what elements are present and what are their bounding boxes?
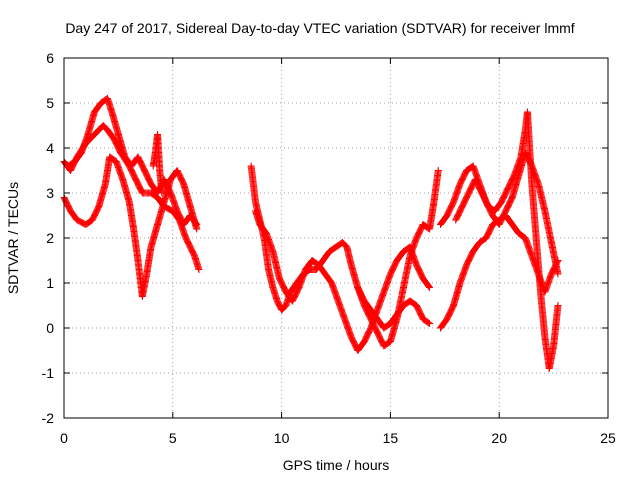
data-point [553, 258, 561, 266]
grid-lines [64, 58, 608, 418]
y-tick-label: 6 [46, 50, 54, 66]
data-point [195, 266, 203, 273]
data-series [60, 95, 562, 372]
data-point [158, 189, 166, 197]
x-tick-label: 5 [169, 430, 177, 446]
x-tick-label: 0 [60, 430, 68, 446]
series-track-5 [247, 162, 434, 332]
y-tick-label: 1 [46, 275, 54, 291]
series-track-2 [60, 153, 201, 300]
x-axis-label: GPS time / hours [283, 457, 390, 473]
data-point [426, 320, 434, 327]
x-tick-label: 10 [274, 430, 290, 446]
data-point [425, 319, 433, 327]
series-track-7 [354, 167, 442, 350]
y-tick-label: -1 [42, 365, 55, 381]
x-tick-label: 20 [491, 430, 507, 446]
y-tick-label: 2 [46, 230, 54, 246]
x-tick-label: 15 [383, 430, 399, 446]
y-tick-label: 5 [46, 95, 54, 111]
series-track-4 [149, 131, 166, 197]
data-point [138, 188, 146, 196]
y-tick-label: 0 [46, 320, 54, 336]
y-tick-label: -2 [42, 410, 55, 426]
y-tick-label: 3 [46, 185, 54, 201]
data-point [434, 167, 442, 174]
axis-ticks: 0 5 10 15 20 25 -2 -1 0 1 2 3 4 5 6 [42, 50, 616, 446]
data-point [425, 283, 433, 290]
data-point [193, 221, 201, 228]
data-point [385, 338, 393, 346]
data-point [554, 302, 562, 309]
data-point [426, 284, 434, 291]
series-track-3 [64, 95, 201, 228]
x-tick-label: 25 [600, 430, 616, 446]
series-track-9 [436, 212, 562, 332]
series-track-10 [452, 108, 562, 372]
data-point [554, 270, 562, 278]
data-point [425, 224, 433, 232]
y-axis-label: SDTVAR / TECUs [5, 182, 21, 294]
data-point [554, 257, 562, 264]
chart-title: Day 247 of 2017, Sidereal Day-to-day VTE… [65, 20, 574, 36]
series-track-6 [251, 207, 434, 354]
data-point [192, 220, 200, 227]
series-track-1 [60, 122, 203, 273]
y-tick-label: 4 [46, 140, 54, 156]
